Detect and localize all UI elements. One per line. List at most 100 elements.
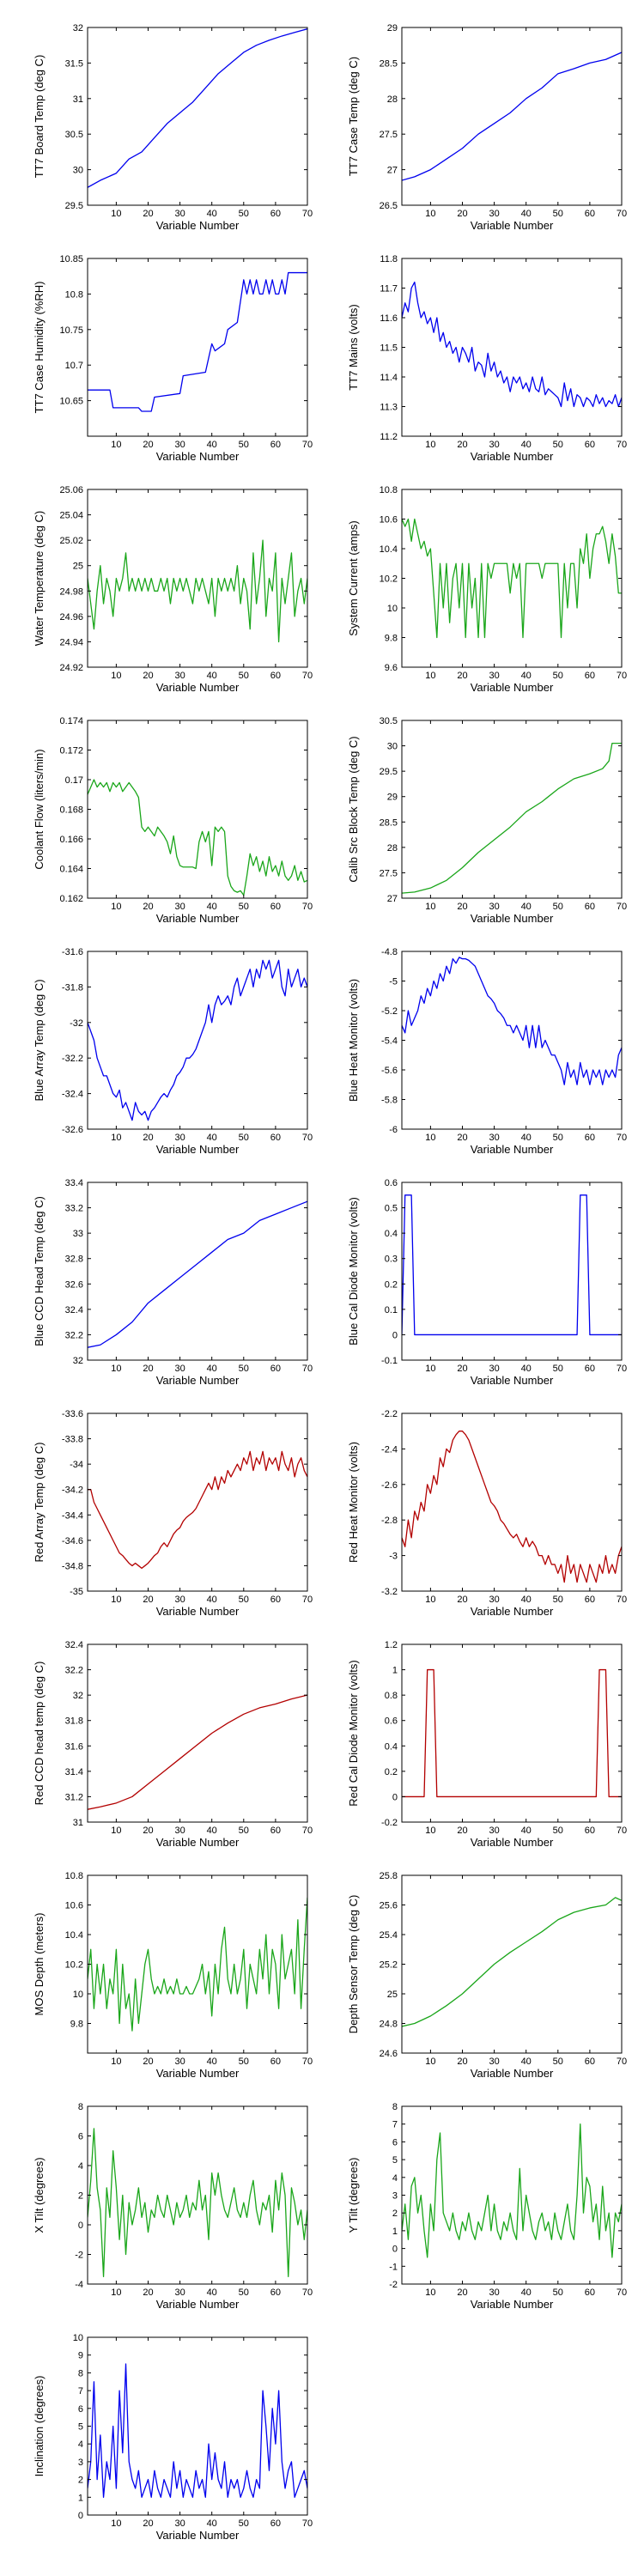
y-axis-label: Coolant Flow (liters/min) (33, 749, 46, 869)
x-tick-label: 60 (585, 902, 595, 912)
y-tick-label: 6 (78, 2132, 83, 2142)
y-tick-label: -4 (75, 2280, 83, 2290)
x-tick-label: 50 (239, 671, 249, 681)
series-line-1 (88, 1450, 307, 1570)
chart-panel-16: 10 20 30 40 50 60 70 -0.2 0 0.2 0.4 0.6 0.8 1 1.2 Varia… (347, 1640, 627, 1849)
x-tick-label: 60 (270, 1364, 281, 1374)
x-tick-label: 10 (111, 1595, 121, 1605)
x-tick-label: 50 (239, 209, 249, 219)
y-axis-label: X Tilt (degrees) (33, 2157, 46, 2233)
y-tick-label: 1.2 (385, 1640, 398, 1650)
x-tick-label: 70 (302, 2518, 313, 2529)
x-tick-label: 10 (425, 1364, 435, 1374)
x-tick-label: 70 (617, 209, 627, 219)
y-tick-label: -5.6 (381, 1066, 398, 1076)
plot-frame (401, 27, 623, 206)
y-tick-label: -4.8 (381, 947, 398, 957)
chart-panel-20: 10 20 30 40 50 60 70 -2 -1 0 1 2 3 4 5 6 7 8 Variable Numb… (347, 2102, 627, 2311)
x-tick-label: 70 (302, 902, 313, 912)
y-tick-label: -32.2 (62, 1054, 83, 1064)
y-tick-label: -31.8 (62, 982, 83, 993)
x-tick-label: 60 (585, 1826, 595, 1836)
y-tick-label: -34.8 (62, 1561, 83, 1571)
plot-frame (87, 258, 308, 437)
y-tick-label: -5.4 (381, 1036, 398, 1047)
x-tick-label: 20 (457, 902, 467, 912)
x-tick-label: 60 (585, 2057, 595, 2067)
x-tick-label: 20 (143, 440, 153, 450)
series-line-1 (402, 1194, 622, 1336)
series-line-1 (402, 1897, 622, 2027)
y-tick-label: 0 (392, 1792, 398, 1802)
y-tick-label: -3 (389, 1552, 398, 1562)
x-tick-label: 50 (553, 1595, 563, 1605)
y-tick-label: 10.7 (65, 361, 83, 371)
x-tick-label: 60 (270, 1826, 281, 1836)
y-tick-label: 10.8 (380, 485, 398, 495)
chart-panel-21: 10 20 30 40 50 60 70 0 1 2 3 4 5 6 7 8 9 10 Variable Numbe… (33, 2333, 313, 2542)
y-axis-label: Blue Cal Diode Monitor (volts) (347, 1197, 360, 1346)
y-tick-label: 10.6 (65, 1901, 83, 1911)
x-axis-label: Variable Number (471, 912, 554, 925)
x-tick-label: 60 (270, 440, 281, 450)
x-tick-label: 60 (585, 1364, 595, 1374)
y-tick-label: 27.5 (380, 868, 398, 878)
x-tick-label: 30 (489, 1364, 499, 1374)
x-tick-label: 40 (521, 440, 532, 450)
y-tick-label: 4 (392, 2173, 398, 2184)
x-tick-label: 40 (207, 2287, 217, 2298)
y-tick-label: 10.8 (65, 1871, 83, 1881)
y-tick-label: 27 (387, 894, 398, 904)
y-tick-label: 10 (73, 1990, 83, 2000)
y-tick-label: 0.164 (59, 865, 83, 875)
y-axis-label: Blue Array Temp (deg C) (33, 979, 46, 1101)
x-tick-label: 70 (302, 1826, 313, 1836)
x-tick-label: 20 (457, 2057, 467, 2067)
x-tick-label: 40 (521, 1826, 532, 1836)
x-tick-label: 60 (270, 1133, 281, 1143)
y-tick-label: 3 (392, 2191, 398, 2202)
y-tick-label: 11.8 (380, 254, 398, 264)
y-tick-label: 9.6 (385, 663, 398, 673)
y-tick-label: 0.166 (59, 835, 83, 845)
y-tick-label: 27 (387, 166, 398, 176)
x-tick-label: 20 (143, 2287, 153, 2298)
y-axis-label: MOS Depth (meters) (33, 1913, 46, 2016)
y-tick-label: 10.8 (65, 289, 83, 300)
series-line-1 (88, 2363, 307, 2498)
chart-panel-19: 10 20 30 40 50 60 70 -4 -2 0 2 4 6 8 Variable Number X … (33, 2102, 313, 2311)
y-tick-label: 9 (78, 2351, 83, 2361)
x-tick-label: 30 (174, 2518, 185, 2529)
x-tick-label: 30 (174, 1826, 185, 1836)
y-axis-label: Red Cal Diode Monitor (volts) (347, 1660, 360, 1807)
x-tick-label: 10 (111, 2057, 121, 2067)
x-tick-label: 70 (617, 1364, 627, 1374)
x-tick-label: 50 (239, 1364, 249, 1374)
y-tick-label: 32.6 (65, 1279, 83, 1290)
y-tick-label: -34.6 (62, 1536, 83, 1546)
chart-panel-12: 10 20 30 40 50 60 70 -0.1 0 0.1 0.2 0.3 0.4 0.5 0.6 Var… (347, 1178, 627, 1387)
x-tick-label: 30 (174, 2057, 185, 2067)
y-axis-label: TT7 Case Humidity (%RH) (33, 282, 46, 414)
x-tick-label: 20 (143, 1364, 153, 1374)
x-tick-label: 40 (521, 1595, 532, 1605)
y-tick-label: 8 (78, 2368, 83, 2379)
y-tick-label: 24.98 (59, 586, 83, 597)
y-tick-label: 11.6 (380, 313, 398, 324)
chart-panel-1: 10 20 30 40 50 60 70 29.5 30 30.5 31 31.5 32 Variable… (33, 23, 313, 232)
y-tick-label: 0.8 (385, 1691, 398, 1701)
y-tick-label: 24.6 (380, 2049, 398, 2059)
y-tick-label: 31.5 (65, 58, 83, 69)
y-tick-label: -32 (70, 1018, 83, 1029)
series-line-1 (88, 1694, 307, 1810)
x-tick-label: 20 (457, 209, 467, 219)
series-line-1 (88, 539, 307, 643)
x-tick-label: 50 (239, 902, 249, 912)
x-tick-label: 40 (207, 902, 217, 912)
x-tick-label: 30 (174, 2287, 185, 2298)
y-tick-label: 31 (73, 1818, 83, 1828)
x-tick-label: 20 (143, 1826, 153, 1836)
x-tick-label: 40 (521, 671, 532, 681)
chart-panel-11: 10 20 30 40 50 60 70 32 32.2 32.4 32.6 32.8 33 33.2 33… (33, 1178, 313, 1387)
x-tick-label: 20 (143, 902, 153, 912)
